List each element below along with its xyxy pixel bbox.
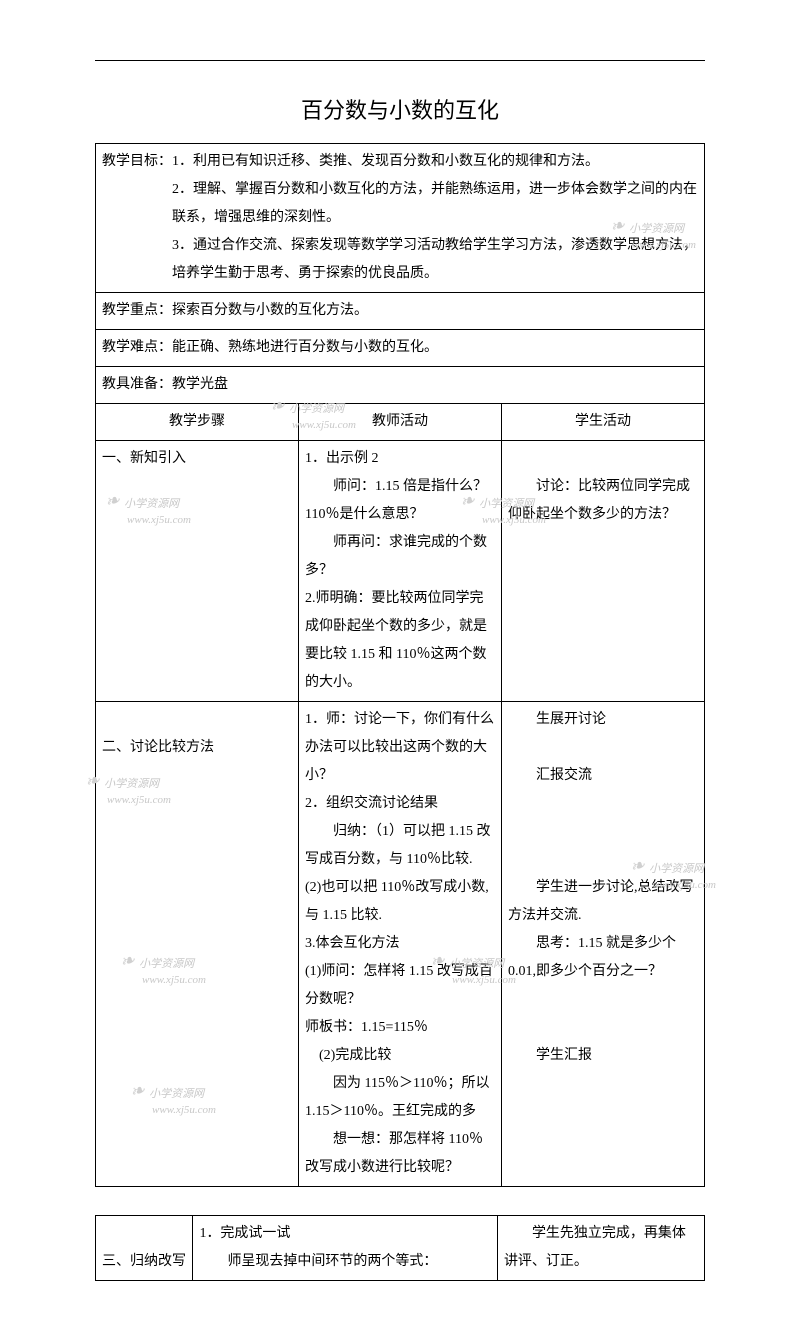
student-1: 讨论：比较两位同学完成仰卧起坐个数多少的方法？ [502, 440, 705, 701]
row-goal: 教学目标：1．利用已有知识迁移、类推、发现百分数和小数互化的规律和方法。 2．理… [96, 143, 705, 292]
teacher-2: 1．师：讨论一下，你们有什么办法可以比较出这两个数的大小？ 2．组织交流讨论结果… [299, 701, 502, 1186]
prep-label: 教具准备： [102, 377, 172, 392]
r2-s3: 学生进一步讨论,总结改写方法并交流. [508, 874, 698, 930]
difficulty-label: 教学难点： [102, 340, 172, 355]
goal-1: 1．利用已有知识迁移、类推、发现百分数和小数互化的规律和方法。 [172, 154, 599, 169]
r2-t3: 归纳：（1）可以把 1.15 改写成百分数，与 110％比较. [305, 818, 495, 874]
r2-step: 二、讨论比较方法 [102, 734, 292, 762]
r1-t2: 师问：1.15 倍是指什么？110％是什么意思？ [305, 473, 495, 529]
cell-keypoint: 教学重点：探索百分数与小数的互化方法。 [96, 292, 705, 329]
r1-t4: 2.师明确：要比较两位同学完成仰卧起坐个数的多少，就是要比较 1.15 和 11… [305, 585, 495, 697]
header-teacher: 教师活动 [299, 403, 502, 440]
r2-t2: 2．组织交流讨论结果 [305, 790, 495, 818]
r2-t4: (2)也可以把 110％改写成小数,与 1.15 比较. [305, 874, 495, 930]
prep-text: 教学光盘 [172, 377, 228, 392]
row-keypoint: 教学重点：探索百分数与小数的互化方法。 [96, 292, 705, 329]
row-section-1: 一、新知引入 1．出示例 2 师问：1.15 倍是指什么？110％是什么意思？ … [96, 440, 705, 701]
r2-t6: (1)师问：怎样将 1.15 改写成百分数呢？ [305, 958, 495, 1014]
goal-2: 2．理解、掌握百分数和小数互化的方法，并能熟练运用，进一步体会数学之间的内在联系… [102, 176, 698, 232]
r2-t9: 因为 115％＞110％；所以 [305, 1070, 495, 1098]
row-headers: 教学步骤 教师活动 学生活动 [96, 403, 705, 440]
r2-t7: 师板书：1.15=115％ [305, 1014, 495, 1042]
r3-t2: 师呈现去掉中间环节的两个等式： [199, 1248, 491, 1276]
r2-t8: (2)完成比较 [305, 1042, 495, 1070]
row-prep: 教具准备：教学光盘 [96, 366, 705, 403]
goal-label: 教学目标： [102, 154, 172, 169]
row-difficulty: 教学难点：能正确、熟练地进行百分数与小数的互化。 [96, 329, 705, 366]
goal-3: 3．通过合作交流、探索发现等数学学习活动教给学生学习方法，渗透数学思想方法，培养… [102, 232, 698, 288]
r1-t1: 1．出示例 2 [305, 445, 495, 473]
r2-s2: 汇报交流 [508, 762, 698, 790]
r2-s1: 生展开讨论 [508, 706, 698, 734]
teacher-1: 1．出示例 2 师问：1.15 倍是指什么？110％是什么意思？ 师再问：求谁完… [299, 440, 502, 701]
cell-difficulty: 教学难点：能正确、熟练地进行百分数与小数的互化。 [96, 329, 705, 366]
student-2: 生展开讨论 汇报交流 学生进一步讨论,总结改写方法并交流. 思考：1.15 就是… [502, 701, 705, 1186]
row-section-2: 二、讨论比较方法 1．师：讨论一下，你们有什么办法可以比较出这两个数的大小？ 2… [96, 701, 705, 1186]
r1-t3: 师再问：求谁完成的个数多？ [305, 529, 495, 585]
keypoint-label: 教学重点： [102, 303, 172, 318]
r3-s1: 学生先独立完成，再集体讲评、订正。 [504, 1220, 698, 1276]
teacher-3: 1．完成试一试 师呈现去掉中间环节的两个等式： [193, 1215, 498, 1280]
keypoint-text: 探索百分数与小数的互化方法。 [172, 303, 368, 318]
r2-t10: 1.15＞110％。王红完成的多 [305, 1098, 495, 1126]
r3-step: 三、归纳改写 [102, 1248, 186, 1276]
top-rule [95, 60, 705, 61]
r2-s5: 学生汇报 [508, 1042, 698, 1070]
page-title: 百分数与小数的互化 [95, 91, 705, 131]
header-step: 教学步骤 [96, 403, 299, 440]
step-3: 三、归纳改写 [96, 1215, 193, 1280]
difficulty-text: 能正确、熟练地进行百分数与小数的互化。 [172, 340, 438, 355]
r1-s1: 讨论：比较两位同学完成仰卧起坐个数多少的方法？ [508, 473, 698, 529]
header-student: 学生活动 [502, 403, 705, 440]
r3-t1: 1．完成试一试 [199, 1220, 491, 1248]
cell-prep: 教具准备：教学光盘 [96, 366, 705, 403]
r2-t5: 3.体会互化方法 [305, 930, 495, 958]
r2-t11: 想一想：那怎样将 110％改写成小数进行比较呢？ [305, 1126, 495, 1182]
student-3: 学生先独立完成，再集体讲评、订正。 [497, 1215, 704, 1280]
lesson-table-2: 三、归纳改写 1．完成试一试 师呈现去掉中间环节的两个等式： 学生先独立完成，再… [95, 1215, 705, 1281]
step-2: 二、讨论比较方法 [96, 701, 299, 1186]
r2-t1: 1．师：讨论一下，你们有什么办法可以比较出这两个数的大小？ [305, 706, 495, 790]
lesson-table: 教学目标：1．利用已有知识迁移、类推、发现百分数和小数互化的规律和方法。 2．理… [95, 143, 705, 1187]
step-1: 一、新知引入 [96, 440, 299, 701]
cell-goal: 教学目标：1．利用已有知识迁移、类推、发现百分数和小数互化的规律和方法。 2．理… [96, 143, 705, 292]
r2-s4: 思考：1.15 就是多少个0.01,即多少个百分之一？ [508, 930, 698, 986]
row-section-3: 三、归纳改写 1．完成试一试 师呈现去掉中间环节的两个等式： 学生先独立完成，再… [96, 1215, 705, 1280]
